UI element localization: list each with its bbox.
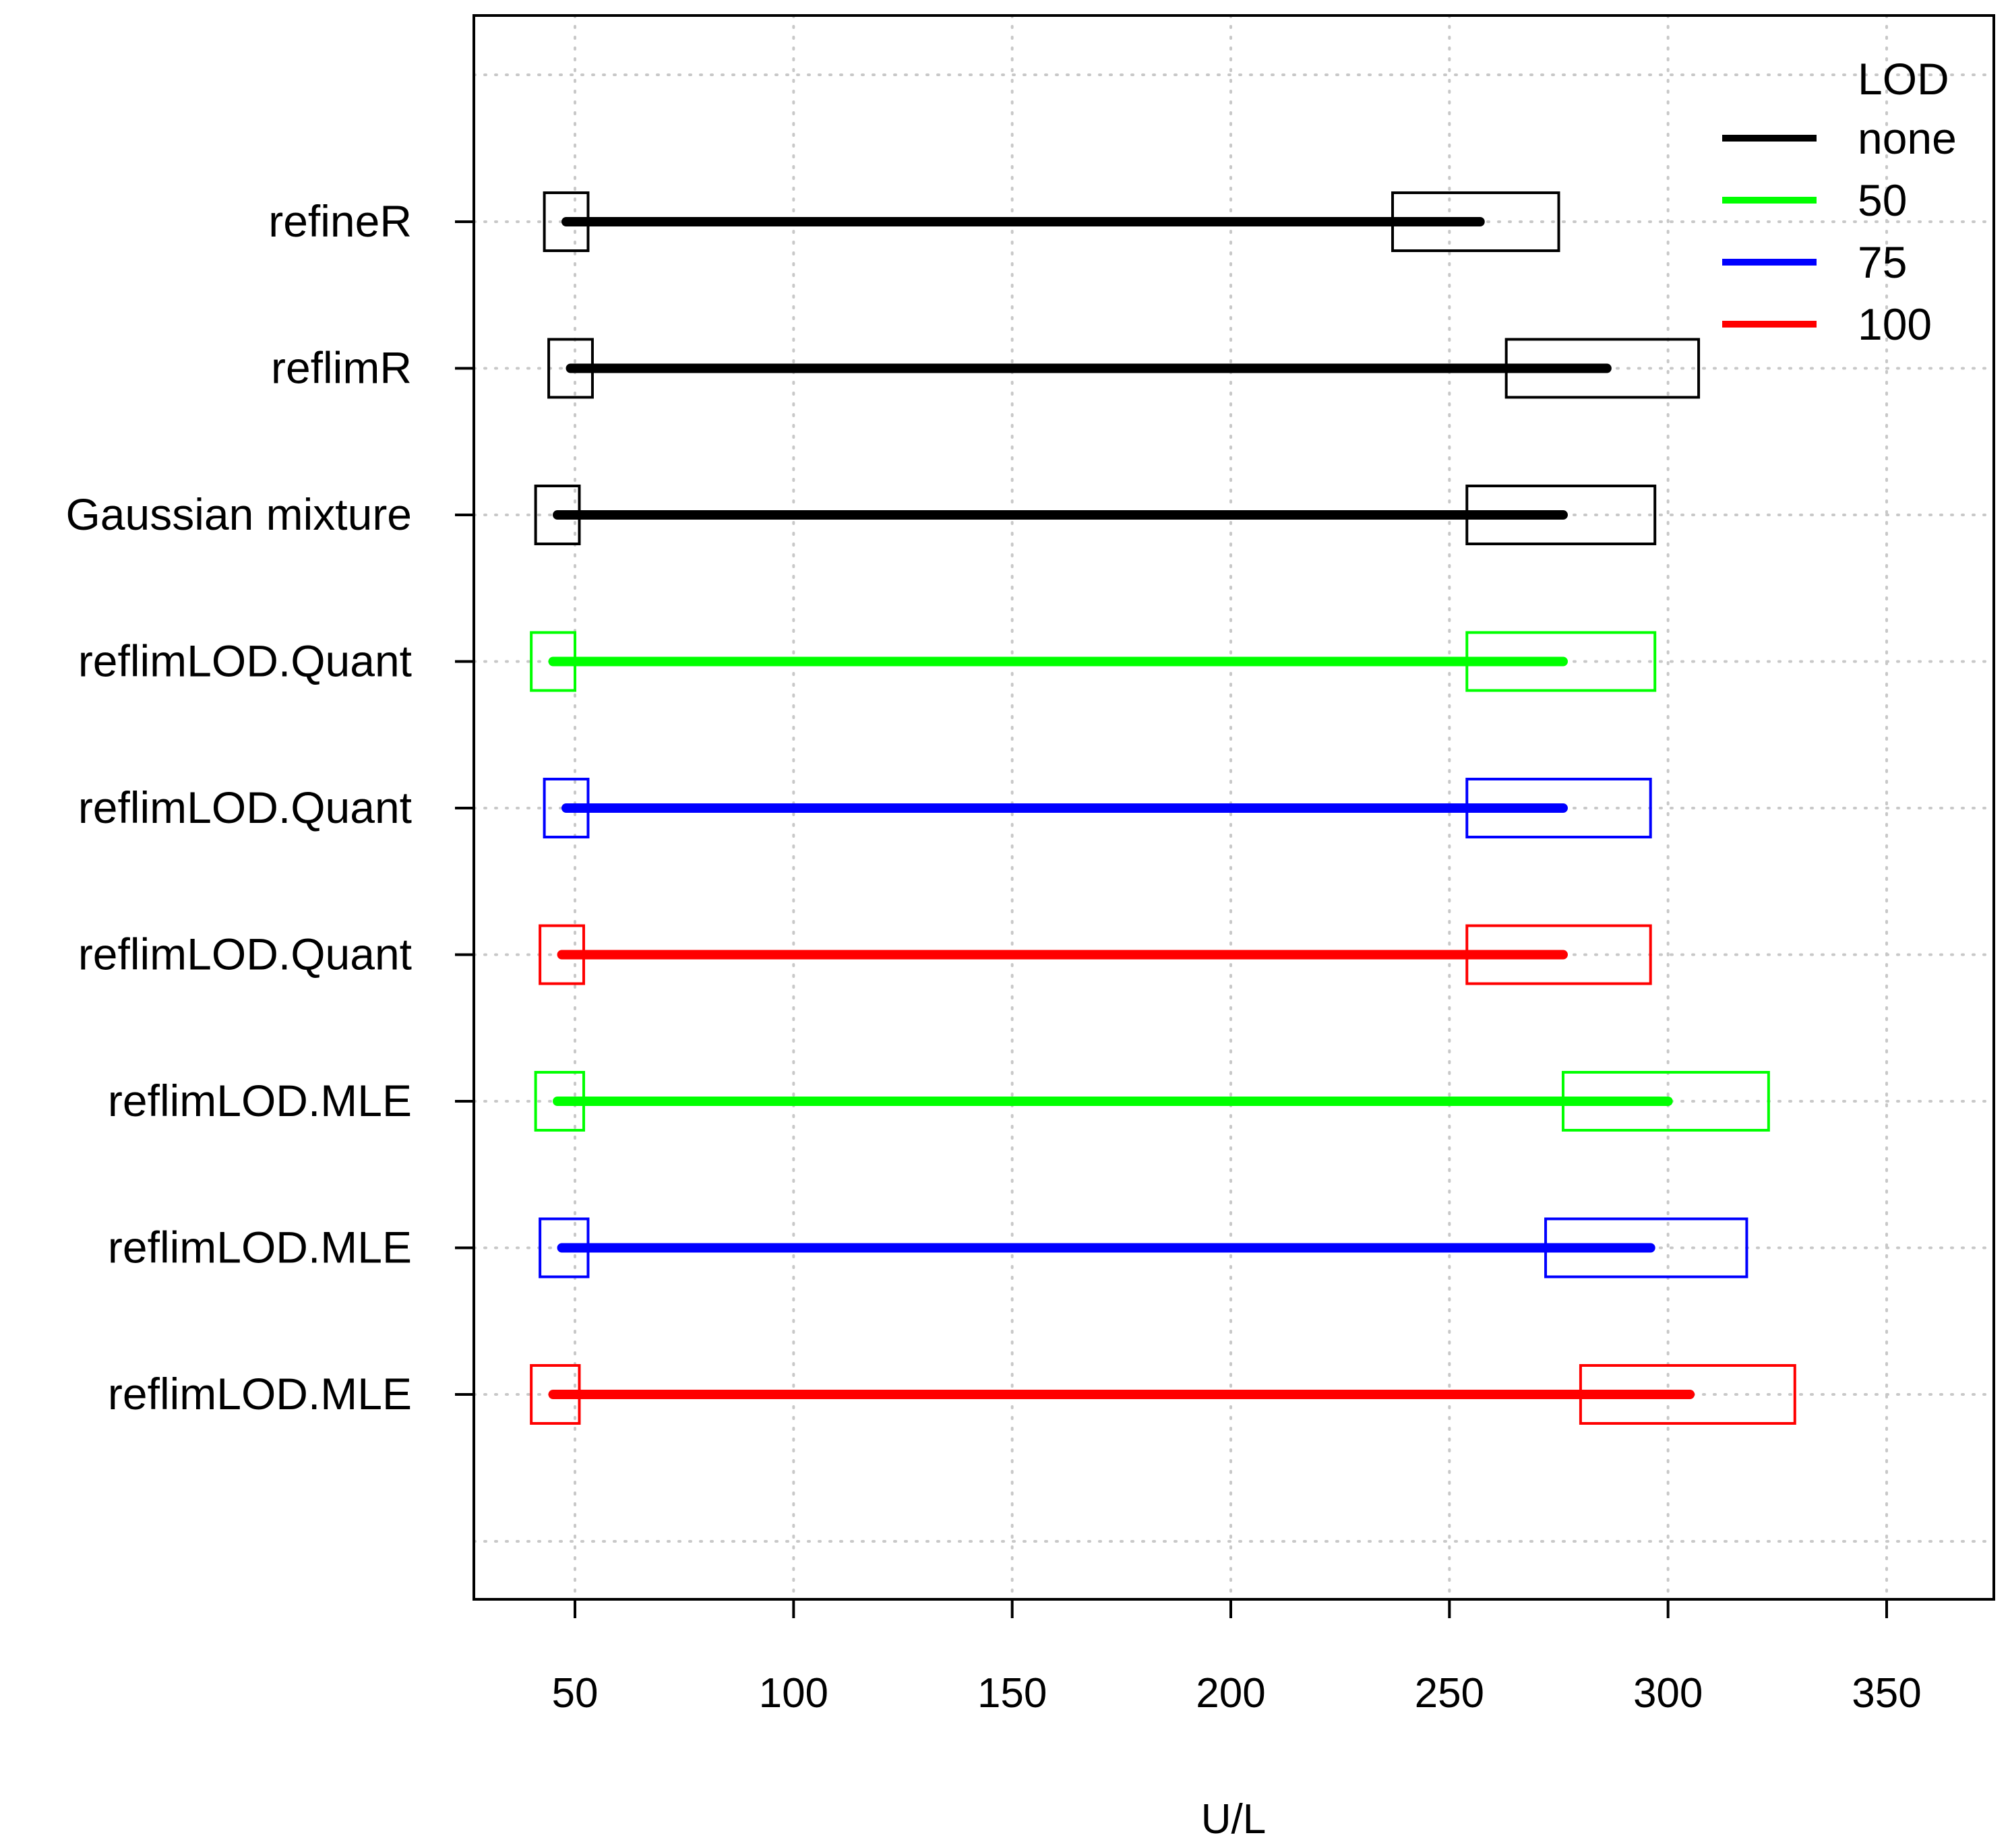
legend-label-none: none xyxy=(1858,113,1957,163)
y-tick-label: reflimLOD.Quant xyxy=(78,782,412,832)
y-tick-label: refineR xyxy=(268,196,412,246)
x-tick-label: 250 xyxy=(1415,1670,1484,1717)
y-tick-label: reflimLOD.Quant xyxy=(78,929,412,979)
y-axis-ticks: refineR reflimR Gaussian mixture reflimLOD.… xyxy=(65,196,474,1419)
plot-frame xyxy=(473,14,1995,1601)
x-tick-label: 350 xyxy=(1852,1670,1921,1717)
legend-title: LOD xyxy=(1858,54,1949,104)
y-tick-label: reflimLOD.MLE xyxy=(108,1223,412,1272)
x-tick-label: 50 xyxy=(552,1670,599,1717)
x-axis-ticks: 50 100 150 200 250 300 350 xyxy=(552,1599,1922,1717)
legend: LOD none 50 75 100 xyxy=(1722,54,1957,349)
interval-row xyxy=(547,338,1701,399)
interval-row xyxy=(539,924,1652,985)
interval-row xyxy=(539,1217,1748,1279)
interval-row xyxy=(534,485,1657,545)
y-tick-label: reflimR xyxy=(271,343,412,393)
x-tick-label: 200 xyxy=(1196,1670,1265,1717)
x-tick-label: 150 xyxy=(977,1670,1047,1717)
interval-row xyxy=(534,1071,1770,1132)
interval-row xyxy=(543,778,1652,838)
x-axis-label: U/L xyxy=(1201,1796,1266,1843)
legend-label-100: 100 xyxy=(1858,299,1932,349)
interval-rows xyxy=(530,191,1796,1425)
x-tick-label: 100 xyxy=(759,1670,828,1717)
y-tick-label: reflimLOD.Quant xyxy=(78,636,412,686)
x-tick-label: 300 xyxy=(1633,1670,1703,1717)
y-tick-label: Gaussian mixture xyxy=(65,489,412,539)
interval-row xyxy=(543,191,1560,252)
interval-row xyxy=(530,1364,1796,1425)
y-tick-label: reflimLOD.MLE xyxy=(108,1369,412,1419)
legend-label-50: 50 xyxy=(1858,175,1907,225)
legend-label-75: 75 xyxy=(1858,237,1907,287)
y-tick-label: reflimLOD.MLE xyxy=(108,1076,412,1126)
interval-row xyxy=(530,631,1657,692)
